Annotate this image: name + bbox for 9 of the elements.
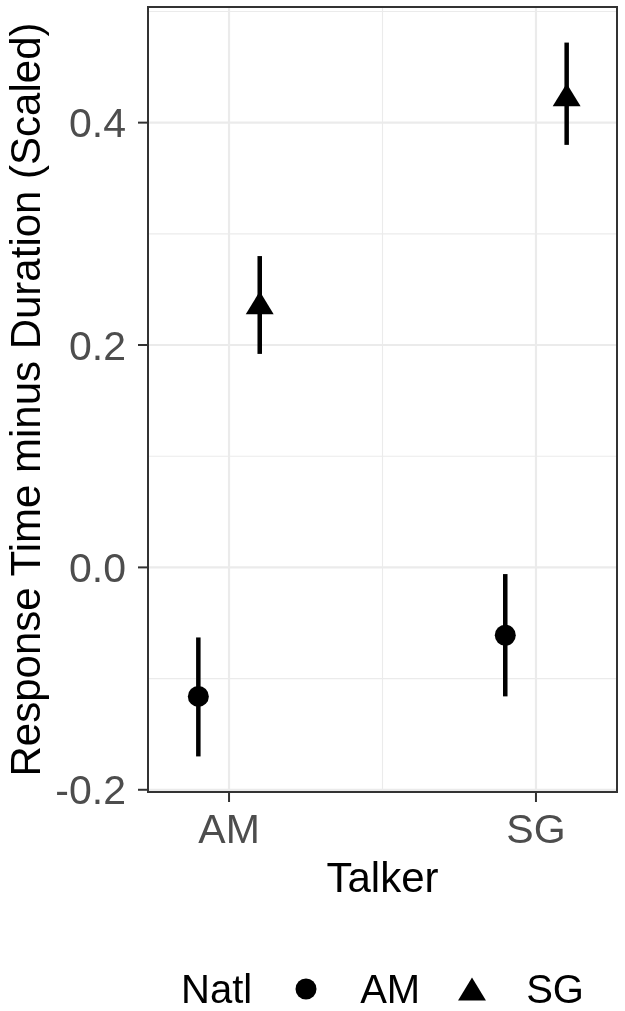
y-tick-label: -0.2 [55,767,126,814]
legend-label: AM [360,967,421,1011]
legend-title: Natl [181,967,253,1011]
legend-label: SG [526,967,584,1011]
y-axis-title: Response Time minus Duration (Scaled) [2,22,49,777]
y-tick-label: 0.4 [69,100,126,147]
y-tick-label: 0.0 [69,544,126,591]
y-tick-label: 0.2 [69,322,126,369]
x-axis-title: Talker [326,854,439,901]
